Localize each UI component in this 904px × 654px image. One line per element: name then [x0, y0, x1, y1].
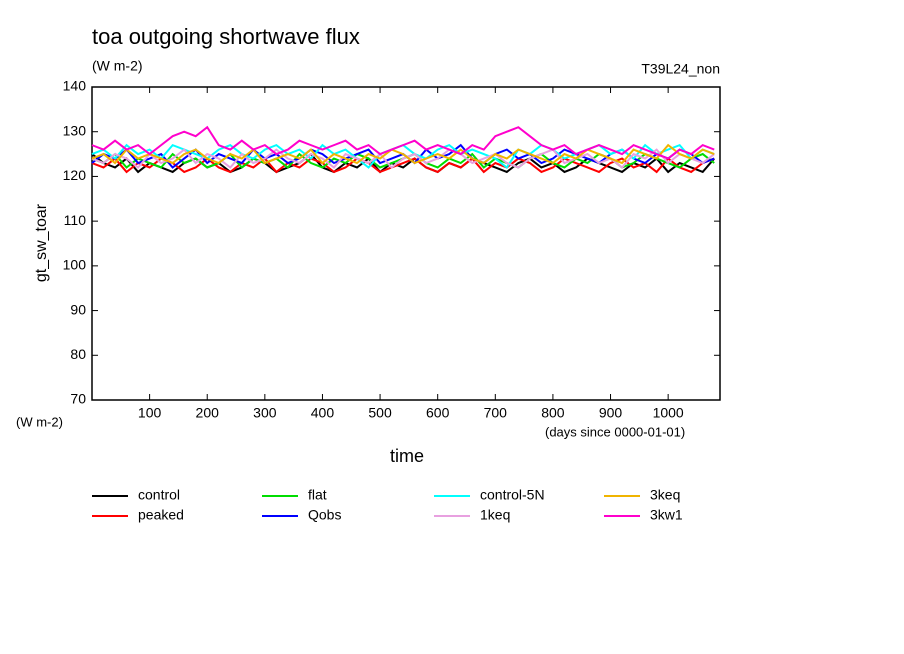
y-tick-label: 90 [70, 301, 86, 317]
x-units-label: (days since 0000-01-01) [545, 424, 685, 439]
legend-label: 3keq [650, 487, 680, 503]
x-tick-label: 200 [196, 405, 220, 421]
x-tick-label: 900 [599, 405, 623, 421]
x-tick-label: 600 [426, 405, 450, 421]
x-tick-label: 700 [484, 405, 508, 421]
legend-label: control [138, 487, 180, 503]
x-tick-label: 800 [541, 405, 565, 421]
legend-label: peaked [138, 507, 184, 523]
y-tick-label: 70 [70, 391, 86, 407]
x-tick-label: 100 [138, 405, 162, 421]
units-label: (W m-2) [16, 414, 63, 429]
legend-label: 1keq [480, 507, 510, 523]
y-tick-label: 120 [63, 167, 87, 183]
series-line [91, 125, 715, 160]
run-label: T39L24_non [641, 61, 720, 77]
legend-label: 3kw1 [650, 507, 683, 523]
y-axis-label: gt_sw_toar [33, 203, 50, 282]
y-tick-label: 110 [64, 212, 87, 228]
legend-label: flat [308, 487, 327, 503]
plot-frame [91, 86, 721, 401]
x-tick-label: 300 [253, 405, 277, 421]
chart-title: toa outgoing shortwave flux [92, 24, 360, 49]
series-line [91, 157, 715, 174]
y-tick-label: 140 [63, 78, 87, 94]
series-line [91, 143, 715, 165]
x-tick-label: 400 [311, 405, 335, 421]
series-line [91, 143, 715, 169]
series-line [91, 143, 715, 169]
legend-label: control-5N [480, 487, 545, 503]
y-tick-label: 100 [63, 257, 87, 273]
x-tick-label: 1000 [653, 405, 684, 421]
x-tick-label: 500 [368, 405, 392, 421]
x-axis-label: time [390, 446, 424, 466]
units-label: (W m-2) [92, 58, 143, 74]
y-tick-label: 130 [63, 122, 87, 138]
legend-label: Qobs [308, 507, 341, 523]
y-tick-label: 80 [70, 346, 86, 362]
